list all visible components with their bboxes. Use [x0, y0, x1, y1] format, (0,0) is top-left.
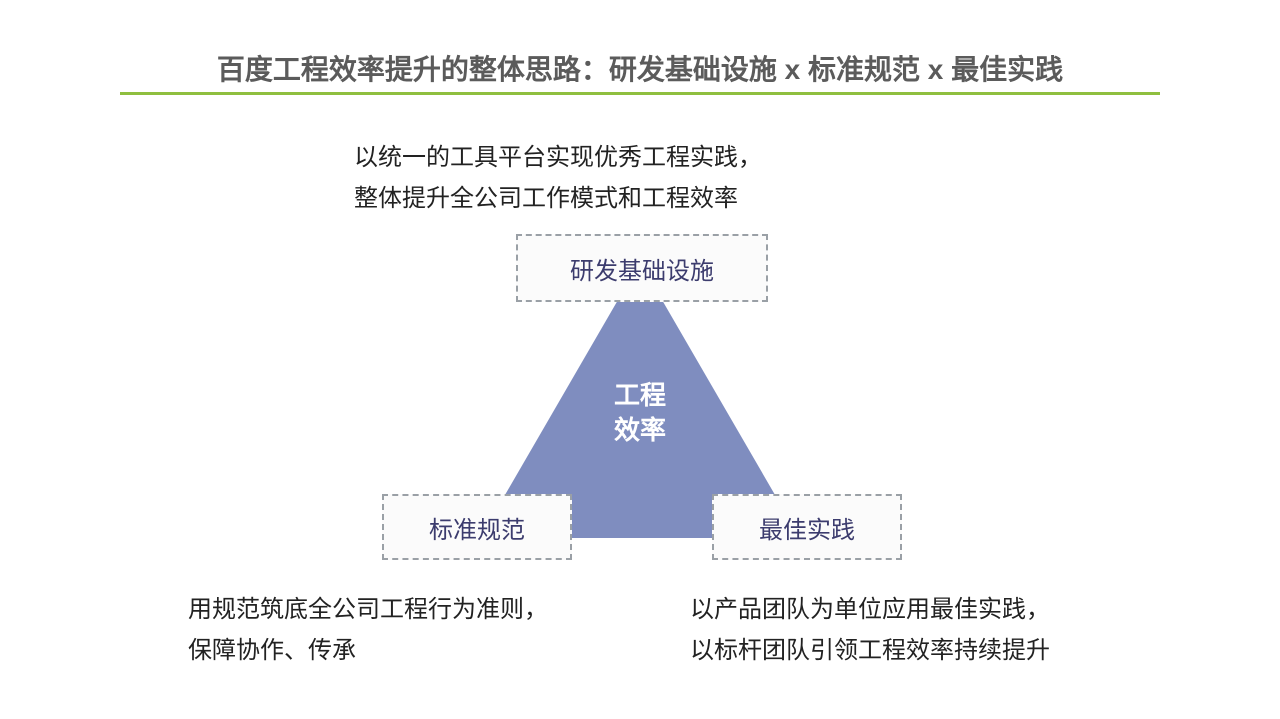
- caption-top-line2: 整体提升全公司工作模式和工程效率: [354, 179, 762, 220]
- caption-bl-line1: 用规范筑底全公司工程行为准则，: [188, 590, 548, 631]
- slide: { "layout": { "canvas": { "width": 1280,…: [0, 0, 1280, 719]
- triangle-label: 工程 效率: [580, 378, 700, 448]
- box-top: 研发基础设施: [516, 234, 768, 302]
- caption-bl-line2: 保障协作、传承: [188, 631, 548, 672]
- caption-br-line1: 以产品团队为单位应用最佳实践，: [690, 590, 1050, 631]
- caption-bottom-right: 以产品团队为单位应用最佳实践， 以标杆团队引领工程效率持续提升: [690, 590, 1050, 672]
- caption-br-line2: 以标杆团队引领工程效率持续提升: [690, 631, 1050, 672]
- caption-top-line1: 以统一的工具平台实现优秀工程实践，: [354, 138, 762, 179]
- caption-bottom-left: 用规范筑底全公司工程行为准则， 保障协作、传承: [188, 590, 548, 672]
- box-right: 最佳实践: [712, 494, 902, 560]
- slide-title: 百度工程效率提升的整体思路：研发基础设施 x 标准规范 x 最佳实践: [0, 48, 1280, 88]
- title-underline: [120, 92, 1160, 95]
- box-left: 标准规范: [382, 494, 572, 560]
- triangle-label-line1: 工程: [580, 378, 700, 413]
- caption-top: 以统一的工具平台实现优秀工程实践， 整体提升全公司工作模式和工程效率: [354, 138, 762, 220]
- triangle-label-line2: 效率: [580, 413, 700, 448]
